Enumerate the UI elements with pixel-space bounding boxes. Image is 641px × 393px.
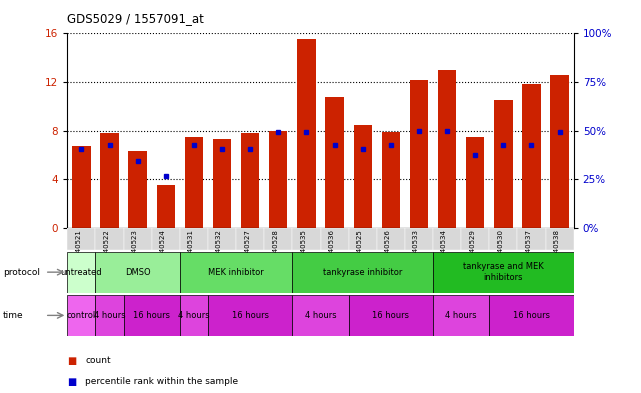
- Bar: [349, 295, 433, 336]
- Text: 16 hours: 16 hours: [372, 311, 410, 320]
- Text: GSM1340534: GSM1340534: [441, 229, 447, 276]
- Bar: [128, 151, 147, 228]
- Bar: [72, 147, 90, 228]
- Bar: [292, 252, 433, 293]
- Bar: [489, 228, 517, 250]
- Text: time: time: [3, 311, 24, 320]
- Bar: [410, 80, 428, 228]
- Text: GSM1340531: GSM1340531: [188, 229, 194, 276]
- Text: GSM1340533: GSM1340533: [413, 229, 419, 276]
- Bar: [551, 75, 569, 228]
- Bar: [466, 137, 485, 228]
- Bar: [517, 228, 545, 250]
- Bar: [180, 228, 208, 250]
- Bar: [381, 132, 400, 228]
- Bar: [405, 228, 433, 250]
- Bar: [124, 295, 180, 336]
- Bar: [297, 39, 315, 228]
- Bar: [461, 228, 489, 250]
- Text: GDS5029 / 1557091_at: GDS5029 / 1557091_at: [67, 12, 204, 25]
- Bar: [180, 252, 292, 293]
- Bar: [292, 228, 320, 250]
- Text: GSM1340526: GSM1340526: [385, 229, 391, 276]
- Bar: [236, 228, 264, 250]
- Text: GSM1340521: GSM1340521: [76, 229, 81, 276]
- Text: untreated: untreated: [60, 268, 102, 277]
- Text: GSM1340528: GSM1340528: [272, 229, 278, 276]
- Bar: [67, 295, 96, 336]
- Bar: [96, 295, 124, 336]
- Text: GSM1340538: GSM1340538: [554, 229, 560, 276]
- Text: 16 hours: 16 hours: [231, 311, 269, 320]
- Bar: [349, 228, 377, 250]
- Text: 16 hours: 16 hours: [133, 311, 171, 320]
- Text: GSM1340536: GSM1340536: [329, 229, 335, 276]
- Text: GSM1340537: GSM1340537: [526, 229, 531, 276]
- Text: GSM1340532: GSM1340532: [216, 229, 222, 276]
- Text: MEK inhibitor: MEK inhibitor: [208, 268, 264, 277]
- Bar: [96, 228, 124, 250]
- Bar: [354, 125, 372, 228]
- Text: ■: ■: [67, 377, 76, 387]
- Text: tankyrase and MEK
inhibitors: tankyrase and MEK inhibitors: [463, 263, 544, 282]
- Bar: [264, 228, 292, 250]
- Text: ■: ■: [67, 356, 76, 366]
- Text: control: control: [67, 311, 96, 320]
- Text: GSM1340522: GSM1340522: [103, 229, 110, 276]
- Text: 4 hours: 4 hours: [304, 311, 337, 320]
- Bar: [67, 252, 96, 293]
- Bar: [494, 100, 513, 228]
- Text: count: count: [85, 356, 111, 365]
- Text: GSM1340524: GSM1340524: [160, 229, 166, 276]
- Text: GSM1340530: GSM1340530: [497, 229, 503, 276]
- Text: GSM1340535: GSM1340535: [301, 229, 306, 276]
- Text: percentile rank within the sample: percentile rank within the sample: [85, 378, 238, 386]
- Bar: [433, 228, 461, 250]
- Bar: [213, 139, 231, 228]
- Bar: [545, 228, 574, 250]
- Bar: [156, 185, 175, 228]
- Bar: [522, 84, 540, 228]
- Bar: [124, 228, 152, 250]
- Bar: [433, 295, 489, 336]
- Bar: [96, 252, 180, 293]
- Bar: [185, 137, 203, 228]
- Bar: [152, 228, 180, 250]
- Text: GSM1340529: GSM1340529: [469, 229, 475, 276]
- Bar: [241, 133, 260, 228]
- Bar: [320, 228, 349, 250]
- Bar: [377, 228, 405, 250]
- Text: 4 hours: 4 hours: [445, 311, 477, 320]
- Bar: [438, 70, 456, 228]
- Bar: [433, 252, 574, 293]
- Bar: [180, 295, 208, 336]
- Bar: [208, 295, 292, 336]
- Text: GSM1340523: GSM1340523: [131, 229, 138, 276]
- Bar: [489, 295, 574, 336]
- Text: 4 hours: 4 hours: [94, 311, 126, 320]
- Bar: [101, 133, 119, 228]
- Text: tankyrase inhibitor: tankyrase inhibitor: [323, 268, 403, 277]
- Bar: [67, 228, 96, 250]
- Bar: [292, 295, 349, 336]
- Text: GSM1340525: GSM1340525: [356, 229, 363, 276]
- Bar: [208, 228, 236, 250]
- Text: 16 hours: 16 hours: [513, 311, 550, 320]
- Text: 4 hours: 4 hours: [178, 311, 210, 320]
- Text: protocol: protocol: [3, 268, 40, 277]
- Bar: [326, 97, 344, 228]
- Text: DMSO: DMSO: [125, 268, 151, 277]
- Text: GSM1340527: GSM1340527: [244, 229, 250, 276]
- Bar: [269, 130, 287, 228]
